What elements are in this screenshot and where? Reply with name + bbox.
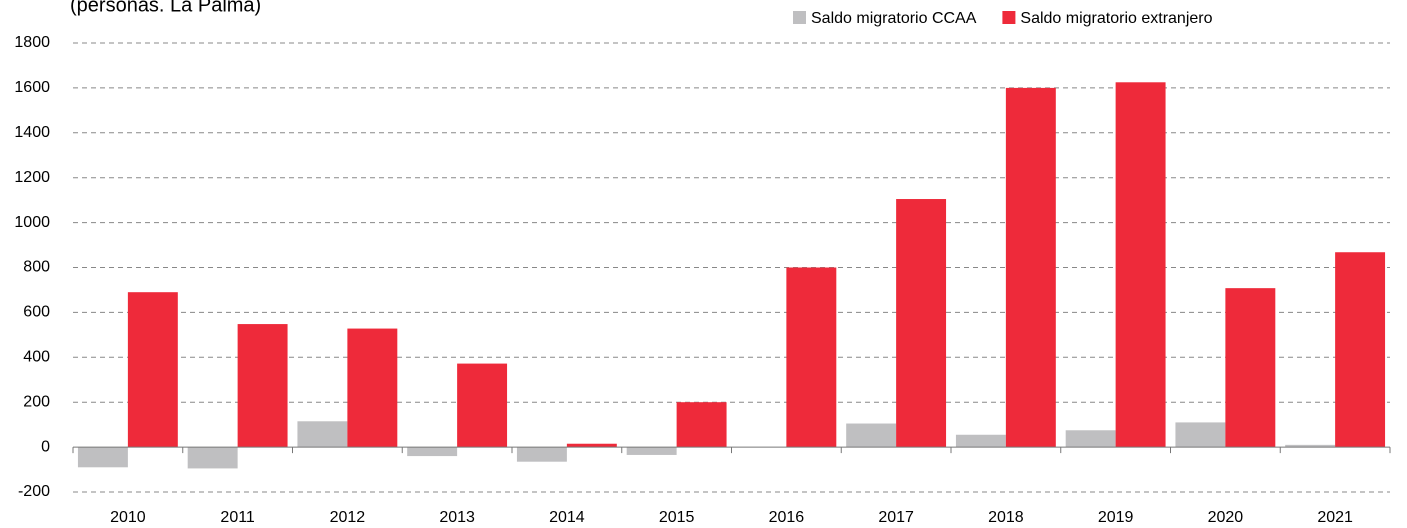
y-tick-label: 400 xyxy=(23,349,50,366)
bar xyxy=(127,292,178,448)
x-tick-label: 2018 xyxy=(988,509,1024,526)
bar xyxy=(77,447,128,468)
bar xyxy=(1175,422,1226,448)
x-tick-label: 2011 xyxy=(220,509,255,526)
bar xyxy=(1005,87,1056,448)
x-tick-label: 2020 xyxy=(1208,509,1244,526)
y-tick-label: 200 xyxy=(23,393,50,410)
x-tick-label: 2015 xyxy=(659,509,695,526)
bar xyxy=(1335,252,1386,448)
bar xyxy=(846,423,897,448)
x-tick-label: 2017 xyxy=(878,509,914,526)
y-tick-label: 600 xyxy=(23,304,50,321)
y-tick-label: 0 xyxy=(41,438,50,455)
bar xyxy=(626,447,677,455)
bar xyxy=(1225,288,1276,448)
bar xyxy=(676,402,727,448)
bar xyxy=(516,447,567,462)
bar xyxy=(457,363,508,448)
bar xyxy=(896,199,947,448)
y-tick-label: 1600 xyxy=(14,79,50,96)
bar xyxy=(1065,430,1116,448)
x-tick-label: 2016 xyxy=(769,509,805,526)
y-tick-label: 1400 xyxy=(14,124,50,141)
chart-subtitle: (personas. La Palma) xyxy=(70,0,261,16)
legend-swatch xyxy=(793,11,806,24)
y-tick-label: 1200 xyxy=(14,169,50,186)
x-tick-label: 2019 xyxy=(1098,509,1134,526)
bar xyxy=(955,434,1006,448)
legend-label: Saldo migratorio CCAA xyxy=(811,10,977,27)
y-tick-label: 1800 xyxy=(14,34,50,51)
y-tick-label: -200 xyxy=(18,483,50,500)
x-tick-label: 2021 xyxy=(1317,509,1353,526)
bar xyxy=(347,328,398,448)
bar xyxy=(407,447,458,457)
bar xyxy=(786,267,837,448)
x-tick-label: 2010 xyxy=(110,509,146,526)
x-tick-label: 2012 xyxy=(330,509,366,526)
x-tick-label: 2014 xyxy=(549,509,585,526)
y-tick-label: 1000 xyxy=(14,214,50,231)
legend-label: Saldo migratorio extranjero xyxy=(1020,10,1212,27)
bar xyxy=(566,443,617,448)
bar xyxy=(1115,82,1166,448)
bar xyxy=(1285,444,1336,448)
y-tick-label: 800 xyxy=(23,259,50,276)
x-tick-label: 2013 xyxy=(439,509,475,526)
bar xyxy=(187,447,238,469)
legend-swatch xyxy=(1002,11,1016,24)
bar xyxy=(297,421,348,448)
bar xyxy=(237,324,288,448)
